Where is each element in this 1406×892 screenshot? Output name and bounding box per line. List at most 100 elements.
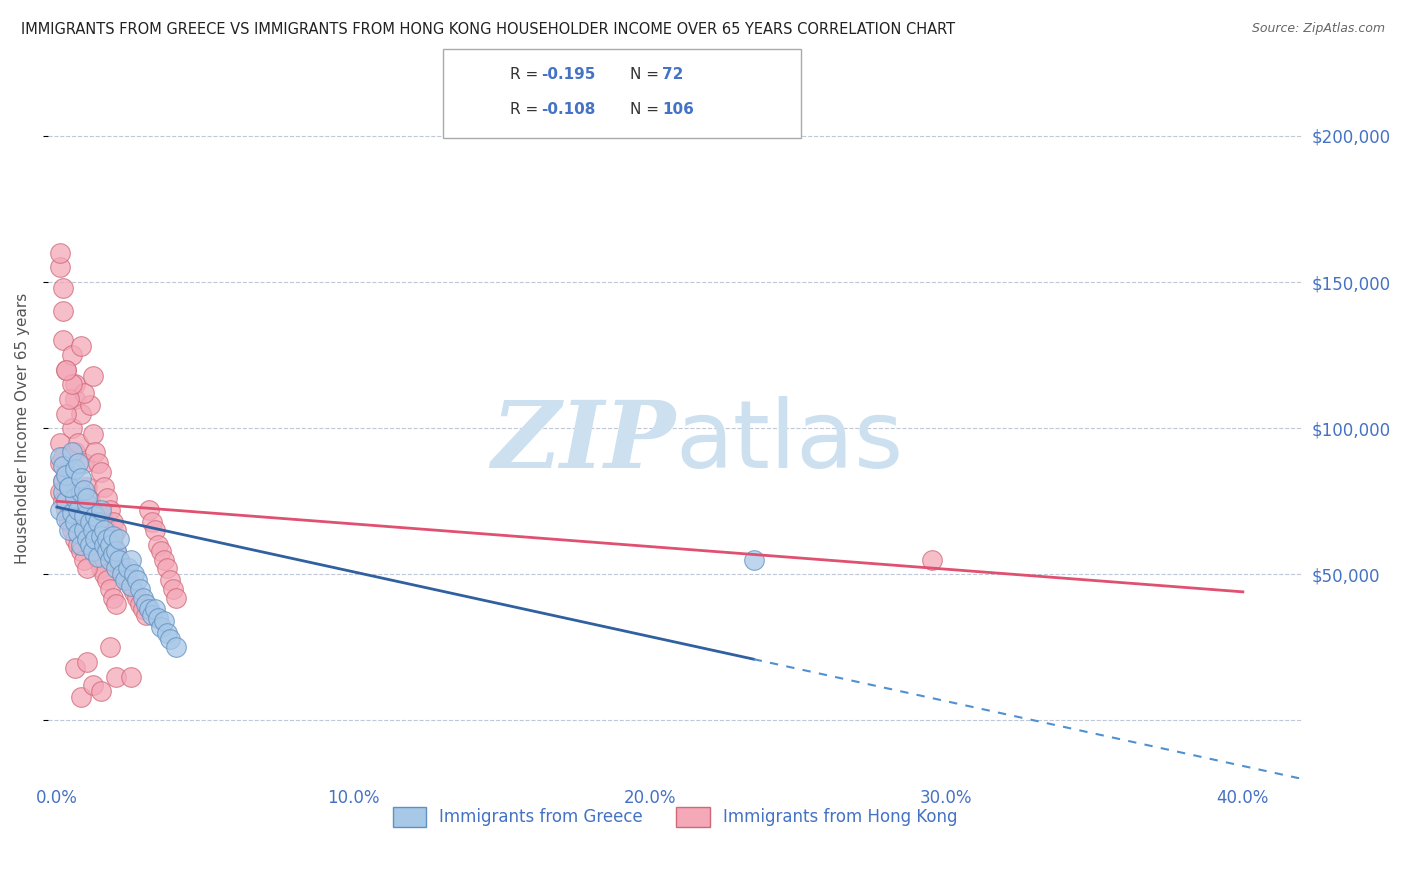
- Point: [103, 529, 125, 543]
- Point: [146, 611, 169, 625]
- Point: [72, 456, 94, 470]
- Point: [135, 597, 157, 611]
- Point: [90, 561, 112, 575]
- Point: [87, 552, 110, 566]
- Point: [90, 684, 112, 698]
- Point: [69, 690, 91, 704]
- Point: [96, 573, 118, 587]
- Point: [146, 538, 169, 552]
- Text: 72: 72: [662, 67, 683, 81]
- Point: [93, 524, 115, 538]
- Point: [165, 591, 187, 605]
- Point: [141, 608, 163, 623]
- Point: [72, 483, 94, 497]
- Point: [60, 524, 83, 538]
- Point: [93, 480, 115, 494]
- Point: [66, 503, 89, 517]
- Point: [60, 503, 83, 517]
- Point: [156, 625, 179, 640]
- Point: [69, 485, 91, 500]
- Point: [69, 538, 91, 552]
- Point: [162, 582, 184, 596]
- Point: [52, 281, 75, 295]
- Point: [63, 533, 86, 547]
- Point: [58, 392, 80, 406]
- Point: [58, 480, 80, 494]
- Point: [79, 538, 101, 552]
- Point: [60, 465, 83, 479]
- Text: Source: ZipAtlas.com: Source: ZipAtlas.com: [1251, 22, 1385, 36]
- Point: [76, 480, 98, 494]
- Point: [105, 561, 128, 575]
- Point: [49, 450, 72, 465]
- Point: [129, 597, 152, 611]
- Point: [84, 515, 107, 529]
- Point: [55, 503, 77, 517]
- Point: [105, 544, 128, 558]
- Point: [159, 632, 181, 646]
- Point: [120, 670, 142, 684]
- Point: [135, 608, 157, 623]
- Point: [96, 524, 118, 538]
- Point: [58, 515, 80, 529]
- Point: [49, 503, 72, 517]
- Point: [111, 561, 134, 575]
- Text: 106: 106: [662, 103, 695, 117]
- Point: [98, 503, 121, 517]
- Point: [103, 515, 125, 529]
- Point: [141, 515, 163, 529]
- Point: [55, 362, 77, 376]
- Point: [87, 456, 110, 470]
- Point: [72, 508, 94, 523]
- Point: [49, 435, 72, 450]
- Point: [72, 386, 94, 401]
- Point: [76, 497, 98, 511]
- Point: [114, 567, 136, 582]
- Point: [90, 529, 112, 543]
- Point: [60, 506, 83, 520]
- Point: [58, 480, 80, 494]
- Point: [98, 533, 121, 547]
- Point: [76, 655, 98, 669]
- Point: [63, 661, 86, 675]
- Point: [93, 567, 115, 582]
- Point: [122, 585, 145, 599]
- Point: [82, 544, 104, 558]
- Point: [149, 544, 172, 558]
- Point: [76, 533, 98, 547]
- Point: [60, 348, 83, 362]
- Point: [66, 435, 89, 450]
- Point: [103, 591, 125, 605]
- Point: [93, 515, 115, 529]
- Point: [921, 552, 943, 566]
- Point: [742, 552, 765, 566]
- Point: [82, 427, 104, 442]
- Point: [105, 524, 128, 538]
- Point: [63, 444, 86, 458]
- Point: [72, 552, 94, 566]
- Point: [117, 573, 139, 587]
- Point: [63, 392, 86, 406]
- Y-axis label: Householder Income Over 65 years: Householder Income Over 65 years: [15, 293, 30, 564]
- Point: [84, 533, 107, 547]
- Point: [52, 450, 75, 465]
- Point: [105, 544, 128, 558]
- Point: [63, 491, 86, 506]
- Legend: Immigrants from Greece, Immigrants from Hong Kong: Immigrants from Greece, Immigrants from …: [387, 800, 965, 834]
- Point: [82, 368, 104, 383]
- Point: [149, 620, 172, 634]
- Point: [84, 533, 107, 547]
- Point: [76, 491, 98, 506]
- Point: [96, 533, 118, 547]
- Point: [60, 377, 83, 392]
- Point: [96, 544, 118, 558]
- Point: [72, 524, 94, 538]
- Point: [52, 494, 75, 508]
- Point: [66, 515, 89, 529]
- Point: [138, 503, 160, 517]
- Point: [72, 524, 94, 538]
- Point: [117, 561, 139, 575]
- Point: [76, 533, 98, 547]
- Point: [98, 582, 121, 596]
- Point: [108, 552, 131, 566]
